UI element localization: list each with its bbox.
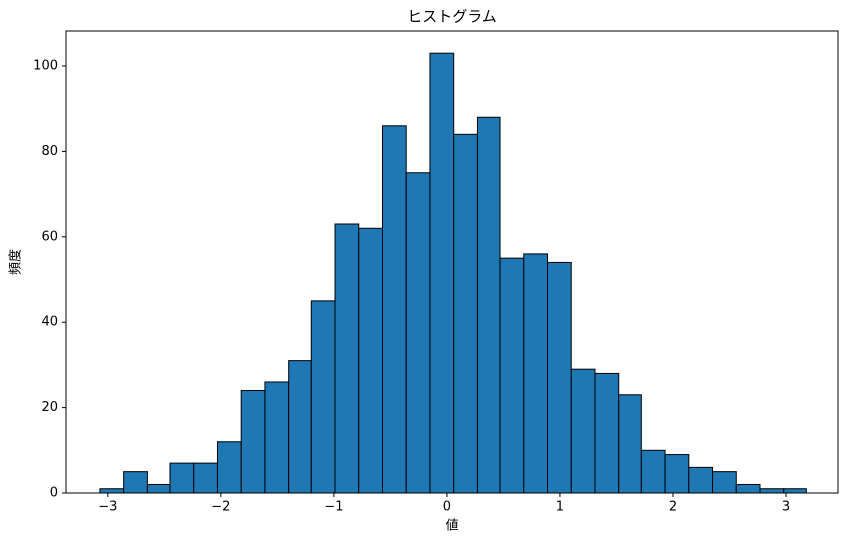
- y-tick-label: 80: [41, 144, 58, 159]
- bar: [735, 483, 761, 494]
- bar: [334, 223, 360, 494]
- y-tick-label: 0: [50, 486, 58, 501]
- bar: [123, 471, 148, 494]
- bar: [640, 449, 666, 494]
- bar: [499, 257, 525, 494]
- bar: [264, 381, 290, 494]
- bar: [405, 172, 431, 494]
- bar: [523, 253, 549, 494]
- y-tick-label: 20: [41, 400, 58, 415]
- bar: [216, 441, 242, 494]
- bar: [618, 394, 642, 494]
- x-tick-label: 0: [443, 500, 451, 515]
- bar: [570, 368, 596, 494]
- bar: [169, 462, 195, 494]
- y-tick-label: 40: [41, 315, 58, 330]
- y-tick-label: 100: [33, 59, 58, 74]
- plot-area: [99, 52, 807, 494]
- x-tick-label: −3: [98, 500, 117, 515]
- bar: [759, 488, 785, 494]
- x-tick-label: 1: [556, 500, 564, 515]
- bar: [712, 471, 737, 494]
- bar: [193, 462, 218, 494]
- bar: [476, 116, 501, 494]
- y-axis-label: 頻度: [8, 249, 24, 275]
- bar: [288, 360, 312, 494]
- bar: [664, 454, 690, 494]
- x-tick-label: −2: [211, 500, 230, 515]
- x-tick-label: 3: [782, 500, 790, 515]
- bar: [240, 390, 266, 494]
- bar: [547, 261, 572, 494]
- axes-frame: [65, 30, 839, 494]
- bar: [146, 483, 171, 494]
- bar: [99, 488, 125, 494]
- bar: [358, 227, 383, 494]
- bar: [594, 372, 620, 494]
- x-tick-label: −1: [324, 500, 343, 515]
- bar: [310, 300, 336, 494]
- bar: [783, 488, 807, 494]
- x-axis-label: 値: [445, 518, 458, 534]
- y-tick-label: 60: [41, 229, 58, 244]
- bar: [688, 466, 714, 494]
- chart-title: ヒストグラム: [407, 8, 497, 26]
- bar: [453, 133, 478, 494]
- bar: [381, 125, 407, 494]
- bar: [429, 52, 455, 494]
- x-tick-label: 2: [669, 500, 677, 515]
